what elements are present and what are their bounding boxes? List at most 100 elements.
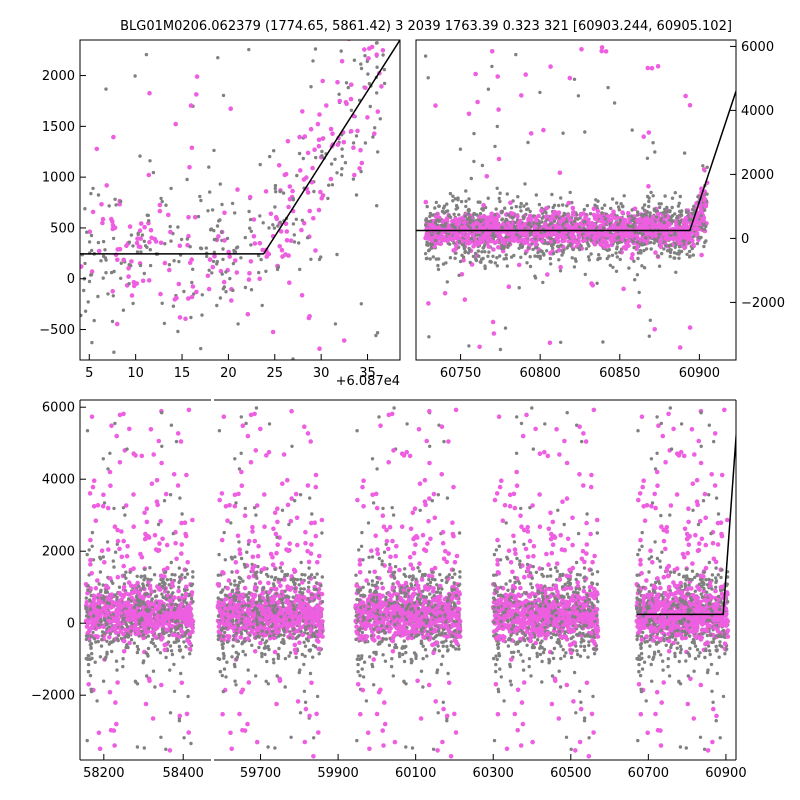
data-point-gray	[545, 249, 549, 253]
data-point-gray	[212, 148, 216, 153]
data-point-pink	[645, 65, 651, 71]
data-point-gray	[464, 189, 468, 193]
data-point-gray	[131, 301, 135, 306]
data-point-gray	[298, 267, 302, 272]
data-point-gray	[617, 208, 621, 212]
data-point-gray	[161, 603, 165, 608]
data-point-gray	[486, 196, 490, 200]
data-point-pink	[177, 315, 183, 320]
data-point-gray	[523, 251, 528, 256]
y-tick-top-left-label: 500	[50, 221, 75, 236]
data-point-pink	[297, 640, 302, 645]
data-point-gray	[200, 293, 204, 297]
data-point-gray	[685, 252, 689, 256]
data-point-gray	[129, 638, 134, 642]
data-point-gray	[648, 211, 652, 215]
data-point-pink	[319, 195, 325, 201]
data-point-pink	[104, 183, 109, 188]
data-point-pink	[619, 226, 624, 231]
data-point-gray	[375, 331, 380, 335]
data-point-pink	[237, 551, 243, 556]
data-point-gray	[258, 214, 262, 218]
data-point-gray	[682, 151, 687, 155]
data-point-pink	[107, 627, 113, 633]
data-point-pink	[250, 568, 255, 574]
data-point-gray	[101, 276, 105, 280]
data-point-gray	[247, 209, 251, 214]
data-point-pink	[649, 218, 655, 223]
data-point-gray	[631, 239, 635, 244]
data-point-gray	[127, 263, 131, 267]
data-point-gray	[104, 87, 108, 91]
data-point-gray	[100, 630, 105, 634]
data-point-gray	[145, 583, 150, 587]
data-point-pink	[88, 537, 93, 543]
data-point-gray	[157, 582, 162, 586]
data-point-gray	[601, 226, 606, 230]
data-point-gray	[534, 193, 538, 197]
data-point-pink	[565, 213, 571, 218]
data-point-pink	[119, 554, 125, 560]
data-point-gray	[188, 245, 192, 249]
data-point-gray	[329, 162, 334, 166]
data-point-gray	[494, 207, 498, 211]
data-point-gray	[428, 214, 432, 219]
data-point-pink	[496, 245, 501, 250]
data-point-pink	[143, 701, 149, 707]
data-point-pink	[630, 252, 635, 257]
data-point-gray	[138, 598, 142, 603]
data-point-gray	[651, 194, 655, 198]
y-tick-top-right-label: 2000	[741, 168, 774, 183]
data-point-pink	[287, 184, 293, 189]
data-point-pink	[473, 71, 478, 77]
data-point-gray	[315, 572, 319, 576]
data-point-pink	[313, 484, 319, 490]
data-point-gray	[311, 59, 315, 63]
data-point-pink	[548, 64, 553, 69]
data-point-pink	[548, 217, 554, 223]
data-point-gray	[142, 239, 146, 243]
data-point-gray	[137, 618, 142, 623]
data-point-gray	[528, 255, 532, 259]
data-point-pink	[115, 257, 120, 263]
data-point-gray	[180, 573, 184, 577]
data-point-gray	[509, 206, 514, 210]
data-point-pink	[100, 220, 105, 226]
data-point-pink	[649, 65, 655, 71]
data-point-gray	[659, 218, 663, 222]
data-point-gray	[649, 247, 653, 251]
data-point-pink	[212, 253, 217, 259]
data-point-gray	[85, 634, 90, 638]
data-point-gray	[464, 204, 468, 209]
data-point-gray	[215, 262, 219, 266]
data-point-gray	[87, 240, 92, 244]
data-point-pink	[471, 222, 476, 227]
data-point-gray	[656, 254, 660, 258]
data-point-pink	[123, 503, 129, 508]
data-point-gray	[132, 605, 136, 610]
data-point-pink	[320, 136, 326, 141]
data-point-gray	[186, 694, 190, 699]
data-point-pink	[307, 314, 312, 319]
data-point-pink	[567, 75, 573, 81]
data-point-gray	[674, 270, 678, 274]
data-point-gray	[146, 646, 151, 651]
data-point-gray	[88, 657, 92, 662]
data-point-gray	[504, 253, 508, 257]
data-point-pink	[163, 491, 169, 497]
data-point-gray	[92, 318, 96, 323]
data-point-pink	[247, 194, 253, 200]
data-point-pink	[450, 237, 456, 242]
data-point-gray	[431, 255, 435, 259]
data-point-gray	[208, 228, 213, 232]
data-point-gray	[280, 508, 285, 512]
data-point-pink	[95, 503, 101, 508]
data-point-pink	[119, 529, 124, 534]
data-point-gray	[239, 415, 243, 419]
data-point-pink	[359, 160, 365, 166]
data-point-gray	[641, 206, 645, 210]
data-point-gray	[119, 276, 123, 280]
data-point-pink	[127, 426, 132, 432]
data-point-pink	[159, 682, 164, 688]
data-point-pink	[88, 557, 93, 563]
